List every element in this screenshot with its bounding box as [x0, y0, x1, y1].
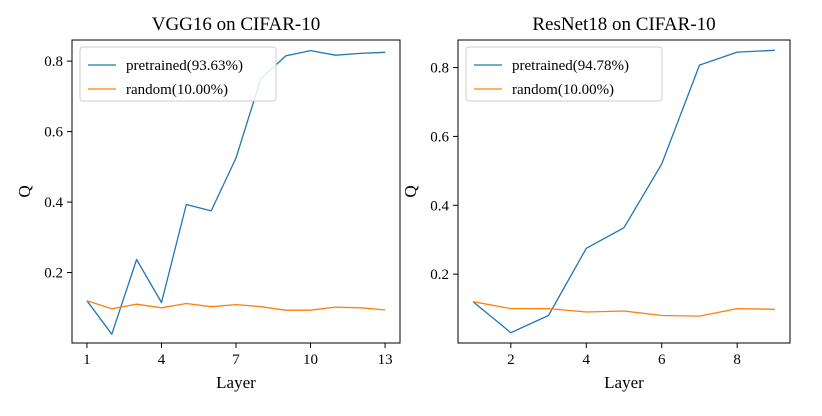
y-tick-label: 0.2 — [44, 266, 63, 282]
y-tick-label: 0.8 — [44, 54, 63, 70]
x-tick-label: 6 — [658, 352, 666, 368]
legend-box — [465, 46, 663, 102]
series-line-random — [472, 301, 775, 317]
x-tick-label: 7 — [232, 352, 240, 368]
legend-box — [79, 46, 277, 102]
x-tick-label: 8 — [733, 352, 741, 368]
legend: pretrained(94.78%) random(10.00%) — [465, 46, 663, 102]
series-line-random — [86, 300, 386, 311]
y-axis-label: Q — [15, 185, 34, 197]
x-axis-label: Layer — [216, 373, 256, 392]
legend-label: random(10.00%) — [126, 82, 228, 98]
axes-frame — [457, 39, 791, 344]
y-tick-label: 0.4 — [430, 198, 449, 214]
x-tick-label: 1 — [83, 352, 91, 368]
x-tick-label: 2 — [507, 352, 515, 368]
chart-title: ResNet18 on CIFAR-10 — [532, 14, 715, 35]
x-tick-label: 4 — [583, 352, 591, 368]
chart-title: VGG16 on CIFAR-10 — [152, 14, 321, 35]
legend: pretrained(93.63%) random(10.00%) — [79, 46, 277, 102]
y-axis-label: Q — [401, 185, 420, 197]
legend-label: pretrained(93.63%) — [126, 58, 243, 74]
x-axis-label: Layer — [604, 373, 644, 392]
chart-panel-2: ResNet18 on CIFAR-10 2 4 6 8 0.2 0.4 0.6 0.8 Laye… — [401, 14, 791, 392]
y-tick-label: 0.6 — [44, 125, 63, 141]
legend-label: pretrained(94.78%) — [512, 58, 629, 74]
x-tick-label: 10 — [303, 352, 318, 368]
y-tick-label: 0.8 — [430, 61, 449, 77]
legend-label: random(10.00%) — [512, 82, 614, 98]
y-tick-label: 0.6 — [430, 129, 449, 145]
series-line-pretrained — [472, 49, 775, 334]
series-line-pretrained — [86, 49, 386, 335]
y-tick-label: 0.4 — [44, 195, 63, 211]
y-tick-label: 0.2 — [430, 267, 449, 283]
chart-panel-1: VGG16 on CIFAR-10 1 4 7 10 13 0.2 0.4 0.6 0.8 Laye… — [15, 14, 401, 392]
x-tick-label: 4 — [158, 352, 166, 368]
x-tick-label: 13 — [378, 352, 393, 368]
